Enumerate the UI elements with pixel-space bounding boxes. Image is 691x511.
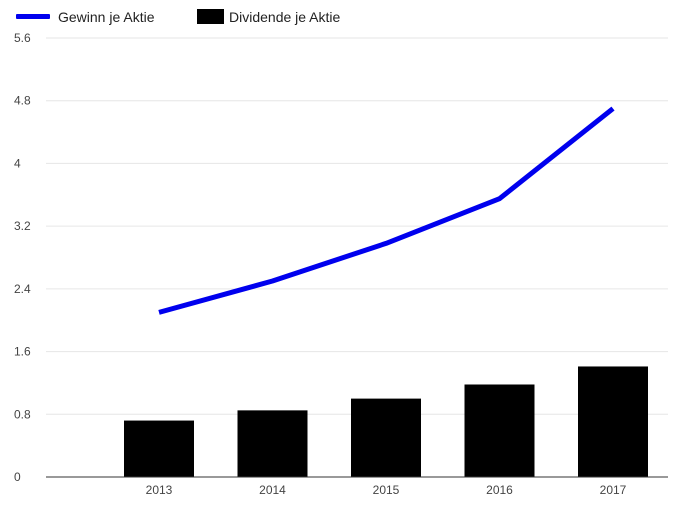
y-tick-label: 4 (14, 156, 21, 170)
x-tick-label: 2013 (146, 483, 173, 497)
legend-swatch-dividende (197, 9, 224, 24)
bar-dividende-2014[interactable] (237, 410, 308, 477)
y-tick-label: 1.6 (14, 345, 31, 359)
lines (158, 106, 615, 315)
y-tick-label: 4.8 (14, 94, 31, 108)
y-tick-label: 3.2 (14, 219, 31, 233)
bar-dividende-2015[interactable] (351, 398, 421, 477)
legend: Gewinn je Aktie Dividende je Aktie (16, 9, 341, 25)
bars (124, 366, 648, 477)
x-axis: 2013 2014 2015 2016 2017 (46, 476, 668, 497)
y-tick-label: 5.6 (14, 31, 31, 45)
x-tick-label: 2017 (600, 483, 627, 497)
legend-item-gewinn[interactable]: Gewinn je Aktie (16, 9, 155, 25)
y-axis: 0 0.8 1.6 2.4 3.2 4 4.8 5.6 (14, 31, 31, 484)
bar-dividende-2017[interactable] (578, 366, 648, 477)
x-tick-label: 2014 (259, 483, 286, 497)
legend-item-dividende[interactable]: Dividende je Aktie (197, 9, 341, 25)
gridlines (46, 37, 668, 415)
y-tick-label: 0.8 (14, 407, 31, 421)
x-tick-label: 2015 (373, 483, 400, 497)
legend-label-dividende: Dividende je Aktie (229, 9, 341, 25)
bar-dividende-2013[interactable] (124, 420, 194, 477)
y-tick-label: 2.4 (14, 282, 31, 296)
bar-dividende-2016[interactable] (464, 384, 535, 477)
y-tick-label: 0 (14, 470, 21, 484)
legend-swatch-gewinn (16, 14, 50, 19)
line-gewinn[interactable] (158, 106, 615, 315)
legend-label-gewinn: Gewinn je Aktie (58, 9, 155, 25)
x-tick-label: 2016 (486, 483, 513, 497)
